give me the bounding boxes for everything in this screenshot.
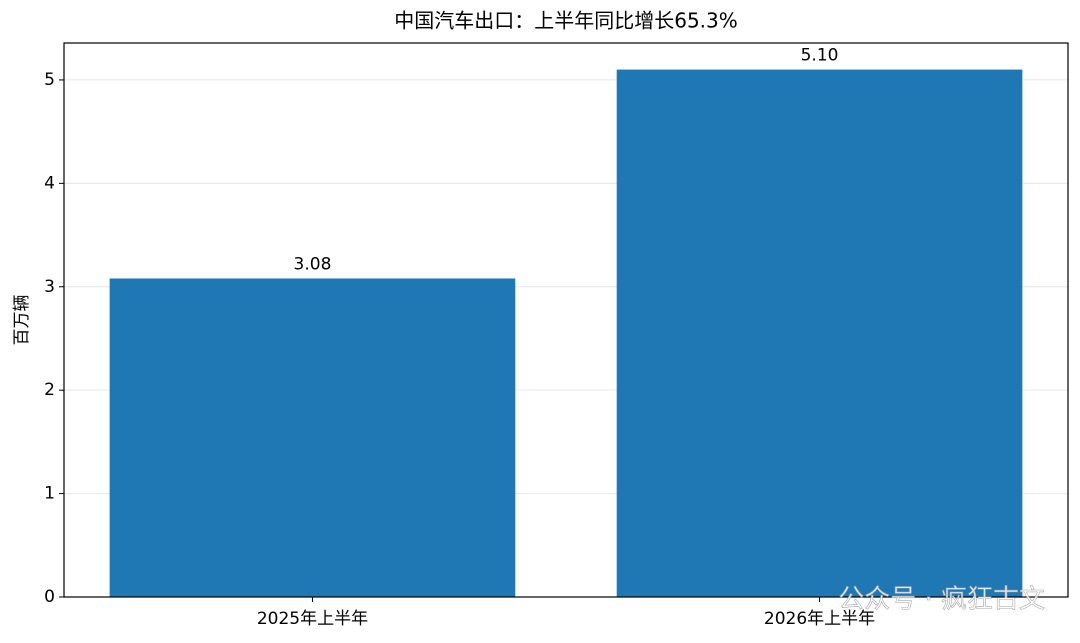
watermark: 公众号 · 疯狂古文 (838, 585, 1045, 615)
chart-title: 中国汽车出口：上半年同比增长65.3% (394, 9, 738, 33)
y-tick-label: 3 (44, 277, 55, 297)
x-tick-label: 2025年上半年 (257, 609, 368, 629)
y-axis-label: 百万辆 (12, 295, 32, 346)
y-tick-label: 5 (44, 70, 55, 90)
y-tick-label: 1 (44, 484, 55, 504)
bar (109, 278, 516, 597)
bar (616, 69, 1023, 597)
x-tick-label: 2026年上半年 (764, 609, 875, 629)
axes-frame (63, 42, 1069, 598)
value-label: 3.08 (294, 254, 332, 274)
y-tick-label: 2 (44, 380, 55, 400)
y-tick-label: 0 (44, 587, 55, 607)
value-label: 5.10 (801, 46, 839, 66)
y-tick-label: 4 (44, 173, 55, 193)
